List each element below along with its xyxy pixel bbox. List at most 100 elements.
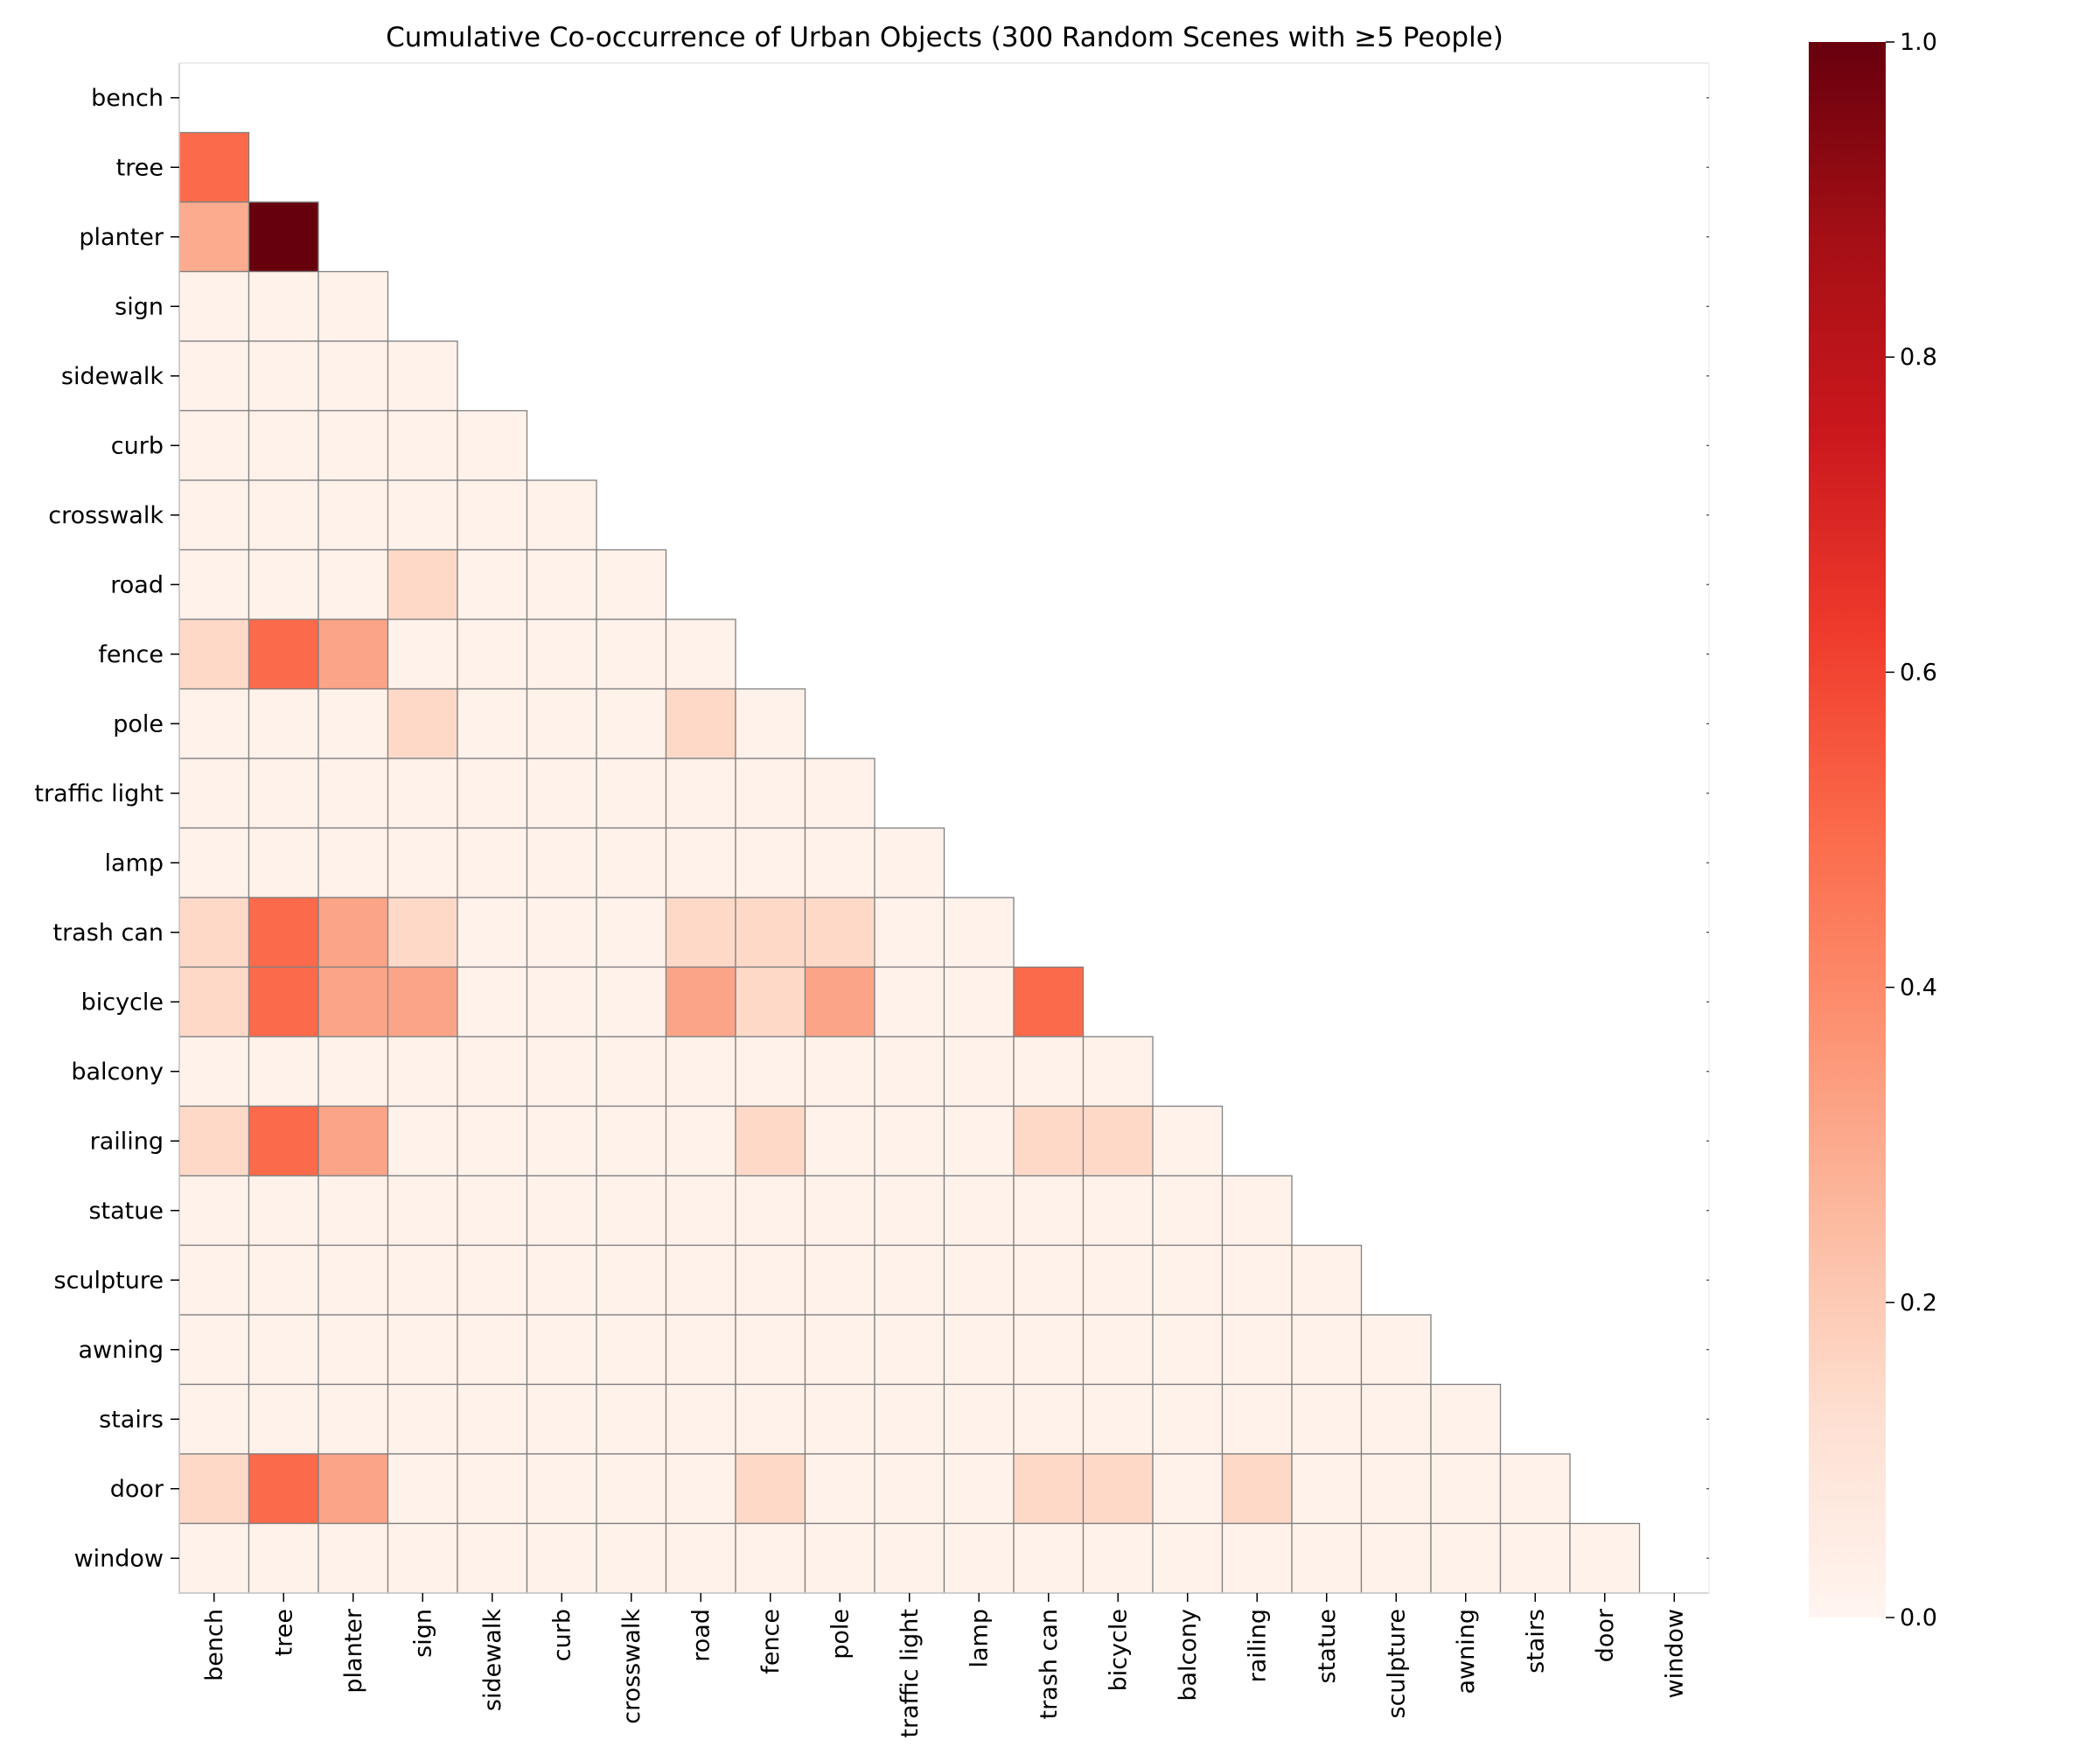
heatmap-cell-fence-bench bbox=[178, 618, 250, 690]
heatmap-cell-trash-can-lamp bbox=[943, 897, 1015, 968]
heatmap-cell-lamp-sign bbox=[387, 827, 458, 898]
heatmap-cell-trash-can-tree bbox=[248, 897, 319, 968]
y-tick-label: statue bbox=[88, 1198, 164, 1225]
heatmap-cell-trash-can-sign bbox=[387, 897, 458, 968]
heatmap-cell-sculpture-statue bbox=[1291, 1244, 1363, 1316]
heatmap-cell-awning-fence bbox=[735, 1314, 806, 1386]
heatmap-cell-crosswalk-sign bbox=[387, 479, 458, 551]
heatmap-cell-bicycle-planter bbox=[317, 966, 389, 1038]
heatmap-cell-trash-can-crosswalk bbox=[596, 897, 667, 968]
heatmap-cell-railing-bicycle bbox=[1082, 1105, 1154, 1177]
heatmap-cell-sculpture-railing bbox=[1221, 1244, 1293, 1316]
heatmap-cell-curb-planter bbox=[317, 409, 389, 481]
heatmap-cell-sculpture-curb bbox=[526, 1244, 597, 1316]
heatmap-cell-curb-sign bbox=[387, 409, 458, 481]
heatmap-cell-door-stairs bbox=[1499, 1453, 1571, 1525]
heatmap-cell-door-tree bbox=[248, 1453, 319, 1525]
heatmap-cell-railing-crosswalk bbox=[596, 1105, 667, 1177]
heatmap-cell-sign-tree bbox=[248, 270, 319, 342]
heatmap-cell-statue-road bbox=[665, 1175, 736, 1247]
heatmap-cell-awning-curb bbox=[526, 1314, 597, 1386]
x-tick-label: planter bbox=[340, 1608, 367, 1693]
heatmap-cell-awning-railing bbox=[1221, 1314, 1293, 1386]
heatmap-cell-window-stairs bbox=[1499, 1522, 1571, 1594]
heatmap-cell-stairs-planter bbox=[317, 1383, 389, 1455]
heatmap-cell-pole-crosswalk bbox=[596, 688, 667, 759]
heatmap-cell-bicycle-curb bbox=[526, 966, 597, 1038]
heatmap-cell-statue-pole bbox=[804, 1175, 876, 1247]
heatmap-cell-sculpture-trash-can bbox=[1013, 1244, 1085, 1316]
heatmap-cell-trash-can-bench bbox=[178, 897, 250, 968]
heatmap-cell-fence-road bbox=[665, 618, 736, 690]
chart-title: Cumulative Co-occurrence of Urban Object… bbox=[386, 22, 1503, 53]
y-tick-label: window bbox=[74, 1545, 164, 1572]
heatmap-cell-road-sidewalk bbox=[457, 549, 528, 620]
heatmap-cell-stairs-tree bbox=[248, 1383, 319, 1455]
heatmap-cell-sidewalk-bench bbox=[178, 340, 250, 412]
y-tick-label: railing bbox=[90, 1128, 164, 1155]
heatmap-cell-traffic-light-bench bbox=[178, 758, 250, 829]
heatmap-cell-awning-lamp bbox=[943, 1314, 1015, 1386]
heatmap-cell-stairs-awning bbox=[1430, 1383, 1502, 1455]
heatmap-cell-lamp-curb bbox=[526, 827, 597, 898]
heatmap-cell-statue-tree bbox=[248, 1175, 319, 1247]
heatmap-cell-sculpture-bicycle bbox=[1082, 1244, 1154, 1316]
heatmap-cell-railing-tree bbox=[248, 1105, 319, 1177]
heatmap-cell-curb-bench bbox=[178, 409, 250, 481]
heatmap-cell-awning-sidewalk bbox=[457, 1314, 528, 1386]
heatmap-cell-fence-tree bbox=[248, 618, 319, 690]
heatmap-cell-sculpture-crosswalk bbox=[596, 1244, 667, 1316]
y-tick-label: bicycle bbox=[81, 989, 164, 1016]
heatmap-cell-railing-curb bbox=[526, 1105, 597, 1177]
heatmap-cell-balcony-crosswalk bbox=[596, 1036, 667, 1108]
heatmap-cell-door-sign bbox=[387, 1453, 458, 1525]
heatmap-cell-awning-trash-can bbox=[1013, 1314, 1085, 1386]
heatmap-cell-traffic-light-tree bbox=[248, 758, 319, 829]
heatmap-cell-sculpture-lamp bbox=[943, 1244, 1015, 1316]
heatmap-cell-railing-lamp bbox=[943, 1105, 1015, 1177]
heatmap-cell-statue-railing bbox=[1221, 1175, 1293, 1247]
colorbar-tick-label: 0.2 bbox=[1900, 1289, 1937, 1317]
heatmap-cell-sign-bench bbox=[178, 270, 250, 342]
heatmap-cell-door-curb bbox=[526, 1453, 597, 1525]
heatmap-cell-sculpture-road bbox=[665, 1244, 736, 1316]
heatmap-cell-sculpture-bench bbox=[178, 1244, 250, 1316]
heatmap-cell-tree-bench bbox=[178, 131, 250, 203]
heatmap-cell-window-traffic-light bbox=[874, 1522, 945, 1594]
heatmap-cell-awning-road bbox=[665, 1314, 736, 1386]
heatmap-cell-crosswalk-tree bbox=[248, 479, 319, 551]
heatmap-cell-door-awning bbox=[1430, 1453, 1502, 1525]
heatmap-cell-balcony-sign bbox=[387, 1036, 458, 1108]
y-tick-label: pole bbox=[113, 710, 164, 737]
heatmap-cell-sculpture-tree bbox=[248, 1244, 319, 1316]
colorbar-tick-label: 0.6 bbox=[1900, 659, 1937, 686]
heatmap-cell-road-curb bbox=[526, 549, 597, 620]
y-tick-label: sculpture bbox=[54, 1267, 164, 1294]
heatmap-cell-balcony-sidewalk bbox=[457, 1036, 528, 1108]
heatmap-cell-road-tree bbox=[248, 549, 319, 620]
heatmap-cell-lamp-sidewalk bbox=[457, 827, 528, 898]
heatmap-cell-fence-planter bbox=[317, 618, 389, 690]
heatmap-cell-sidewalk-sign bbox=[387, 340, 458, 412]
heatmap-cell-awning-statue bbox=[1291, 1314, 1363, 1386]
heatmap-cell-railing-planter bbox=[317, 1105, 389, 1177]
heatmap-cell-door-statue bbox=[1291, 1453, 1363, 1525]
colorbar-tick-label: 1.0 bbox=[1900, 29, 1937, 56]
heatmap-cell-stairs-crosswalk bbox=[596, 1383, 667, 1455]
x-tick-label: pole bbox=[827, 1609, 854, 1660]
heatmap-cell-bicycle-trash-can bbox=[1013, 966, 1085, 1038]
heatmap-cell-bicycle-fence bbox=[735, 966, 806, 1038]
heatmap-cell-railing-traffic-light bbox=[874, 1105, 945, 1177]
heatmap-cell-window-crosswalk bbox=[596, 1522, 667, 1594]
heatmap-cell-pole-planter bbox=[317, 688, 389, 759]
heatmap-cell-road-planter bbox=[317, 549, 389, 620]
colorbar-tick-label: 0.0 bbox=[1900, 1604, 1937, 1632]
heatmap-cell-balcony-pole bbox=[804, 1036, 876, 1108]
heatmap-cell-traffic-light-pole bbox=[804, 758, 876, 829]
heatmap-cell-window-lamp bbox=[943, 1522, 1015, 1594]
heatmap-cell-awning-tree bbox=[248, 1314, 319, 1386]
heatmap-cell-railing-sign bbox=[387, 1105, 458, 1177]
y-tick-label: lamp bbox=[105, 849, 164, 877]
heatmap-cell-awning-sign bbox=[387, 1314, 458, 1386]
